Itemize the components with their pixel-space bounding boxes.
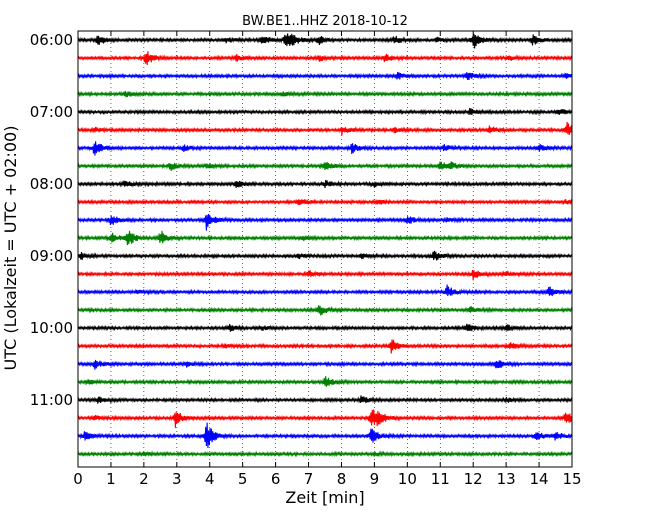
trace-0800 bbox=[77, 179, 573, 189]
trace-0915 bbox=[77, 270, 573, 281]
trace-0930 bbox=[77, 284, 573, 297]
x-tick-label: 15 bbox=[562, 470, 581, 488]
y-tick-label: 10:00 bbox=[30, 319, 73, 337]
x-tick-label: 11 bbox=[431, 470, 450, 488]
x-axis-label: Zeit [min] bbox=[285, 488, 364, 507]
x-axis-ticks: 0 1 2 3 4 5 6 7 8 9 10 11 12 13 14 15 bbox=[73, 31, 582, 488]
x-tick-label: 4 bbox=[205, 470, 215, 488]
trace-0600 bbox=[77, 33, 573, 49]
x-tick-label: 5 bbox=[238, 470, 248, 488]
trace-1045 bbox=[77, 376, 573, 387]
x-tick-label: 2 bbox=[139, 470, 149, 488]
y-axis-label: UTC (Lokalzeit = UTC + 02:00) bbox=[1, 126, 20, 371]
trace-1030 bbox=[77, 359, 573, 370]
trace-0815 bbox=[77, 198, 573, 206]
x-tick-label: 6 bbox=[271, 470, 281, 488]
trace-0945 bbox=[77, 305, 573, 316]
trace-1145 bbox=[77, 450, 573, 458]
trace-0715 bbox=[77, 121, 573, 136]
y-tick-label: 07:00 bbox=[30, 103, 73, 121]
trace-1000 bbox=[77, 323, 573, 332]
trace-0845 bbox=[77, 230, 573, 246]
x-tick-label: 8 bbox=[337, 470, 347, 488]
trace-0645 bbox=[77, 90, 573, 98]
x-tick-label: 1 bbox=[106, 470, 116, 488]
trace-1100 bbox=[77, 395, 573, 404]
chart-title: BW.BE1..HHZ 2018-10-12 bbox=[242, 14, 408, 29]
y-tick-label: 08:00 bbox=[30, 175, 73, 193]
x-tick-label: 13 bbox=[497, 470, 516, 488]
trace-1115 bbox=[77, 409, 573, 428]
y-tick-label: 11:00 bbox=[30, 391, 73, 409]
seismic-traces bbox=[77, 33, 573, 458]
x-tick-label: 14 bbox=[530, 470, 549, 488]
x-tick-label: 0 bbox=[73, 470, 83, 488]
x-tick-label: 7 bbox=[304, 470, 314, 488]
trace-0830 bbox=[77, 213, 573, 231]
grid-lines bbox=[110, 31, 540, 467]
trace-0745 bbox=[77, 161, 573, 172]
y-tick-label: 06:00 bbox=[30, 31, 73, 49]
trace-1015 bbox=[77, 339, 573, 354]
x-tick-label: 10 bbox=[398, 470, 417, 488]
x-tick-label: 9 bbox=[370, 470, 380, 488]
y-tick-label: 09:00 bbox=[30, 247, 73, 265]
trace-0630 bbox=[77, 71, 573, 81]
trace-0615 bbox=[77, 51, 573, 66]
x-tick-label: 3 bbox=[172, 470, 182, 488]
trace-1130 bbox=[77, 422, 573, 448]
x-tick-label: 12 bbox=[464, 470, 483, 488]
plot-frame bbox=[77, 30, 573, 468]
trace-0700 bbox=[77, 107, 573, 116]
y-axis-ticks: 06:00 07:00 08:00 09:00 10:00 11:00 bbox=[30, 31, 572, 409]
trace-0730 bbox=[77, 141, 573, 156]
trace-0900 bbox=[77, 250, 573, 261]
